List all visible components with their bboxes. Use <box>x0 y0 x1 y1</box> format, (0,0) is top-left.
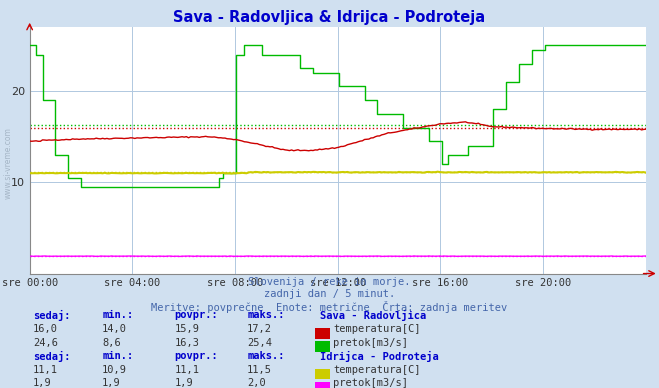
Text: 15,9: 15,9 <box>175 324 200 334</box>
Text: Sava - Radovljica: Sava - Radovljica <box>320 310 426 321</box>
Text: 11,1: 11,1 <box>33 365 58 375</box>
Text: maks.:: maks.: <box>247 351 285 361</box>
Text: temperatura[C]: temperatura[C] <box>333 324 421 334</box>
Text: Meritve: povprečne  Enote: metrične  Črta: zadnja meritev: Meritve: povprečne Enote: metrične Črta:… <box>152 301 507 313</box>
Text: 1,9: 1,9 <box>175 378 193 388</box>
Text: sedaj:: sedaj: <box>33 310 71 321</box>
Text: 24,6: 24,6 <box>33 338 58 348</box>
Text: 16,0: 16,0 <box>33 324 58 334</box>
Text: Sava - Radovljica & Idrijca - Podroteja: Sava - Radovljica & Idrijca - Podroteja <box>173 10 486 25</box>
Text: sedaj:: sedaj: <box>33 351 71 362</box>
Text: www.si-vreme.com: www.si-vreme.com <box>3 127 13 199</box>
Text: 2,0: 2,0 <box>247 378 266 388</box>
Text: pretok[m3/s]: pretok[m3/s] <box>333 378 409 388</box>
Text: min.:: min.: <box>102 351 133 361</box>
Text: 1,9: 1,9 <box>33 378 51 388</box>
Text: temperatura[C]: temperatura[C] <box>333 365 421 375</box>
Text: pretok[m3/s]: pretok[m3/s] <box>333 338 409 348</box>
Text: Slovenija / reke in morje.: Slovenija / reke in morje. <box>248 277 411 288</box>
Text: Idrijca - Podroteja: Idrijca - Podroteja <box>320 351 438 362</box>
Text: 8,6: 8,6 <box>102 338 121 348</box>
Text: 14,0: 14,0 <box>102 324 127 334</box>
Text: 11,5: 11,5 <box>247 365 272 375</box>
Text: 16,3: 16,3 <box>175 338 200 348</box>
Text: maks.:: maks.: <box>247 310 285 320</box>
Text: povpr.:: povpr.: <box>175 351 218 361</box>
Text: 1,9: 1,9 <box>102 378 121 388</box>
Text: 11,1: 11,1 <box>175 365 200 375</box>
Text: zadnji dan / 5 minut.: zadnji dan / 5 minut. <box>264 289 395 299</box>
Text: povpr.:: povpr.: <box>175 310 218 320</box>
Text: 17,2: 17,2 <box>247 324 272 334</box>
Text: min.:: min.: <box>102 310 133 320</box>
Text: 10,9: 10,9 <box>102 365 127 375</box>
Text: 25,4: 25,4 <box>247 338 272 348</box>
